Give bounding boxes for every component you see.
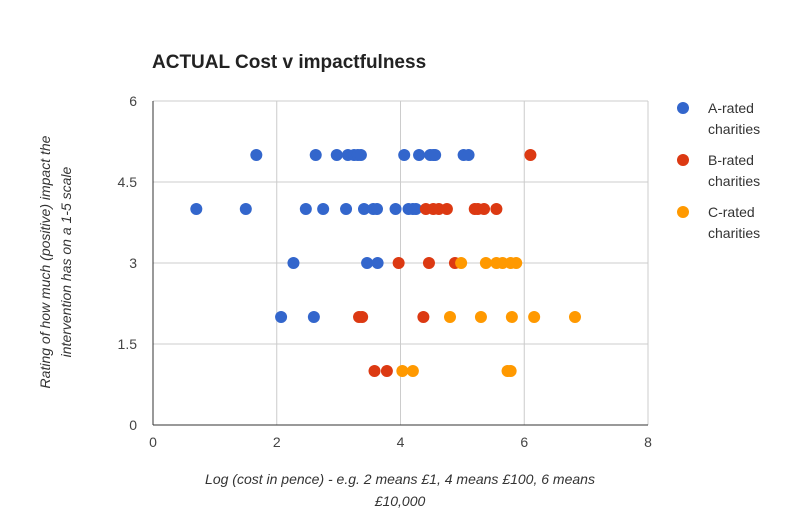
data-point-series-3	[455, 257, 468, 269]
legend-label-series-3: C-rated	[708, 204, 755, 220]
data-points	[190, 149, 581, 377]
legend-marker-series-3	[677, 206, 689, 218]
x-axis-label-line-2: £10,000	[374, 493, 426, 509]
data-point-series-3	[396, 365, 409, 377]
y-axis-label-line-2: intervention has on a 1-5 scale	[58, 166, 74, 357]
data-point-series-1	[307, 311, 320, 323]
legend-label-series-2: charities	[708, 173, 760, 189]
x-tick-label: 2	[273, 434, 281, 450]
data-point-series-2	[380, 365, 393, 377]
data-point-series-1	[389, 203, 402, 215]
data-point-series-1	[317, 203, 330, 215]
legend-label-series-2: B-rated	[708, 152, 754, 168]
data-point-series-1	[398, 149, 411, 161]
data-point-series-1	[330, 149, 343, 161]
data-point-series-1	[340, 203, 353, 215]
data-point-series-1	[361, 257, 374, 269]
legend: A-rated charities B-rated charities C-rated c…	[677, 100, 760, 241]
chart-title: ACTUAL Cost v impactfulness	[152, 52, 426, 73]
data-point-series-1	[413, 149, 426, 161]
legend-marker-series-2	[677, 154, 689, 166]
data-point-series-3	[505, 311, 518, 323]
x-tick-label: 6	[520, 434, 528, 450]
data-point-series-1	[309, 149, 322, 161]
x-tick-label: 4	[397, 434, 405, 450]
data-point-series-2	[478, 203, 491, 215]
data-point-series-3	[504, 365, 517, 377]
data-point-series-3	[479, 257, 492, 269]
y-tick-label: 1.5	[118, 336, 138, 352]
tick-labels: 0 1.5 3 4.5 6 0 2 4 6 8	[118, 93, 653, 450]
data-point-series-1	[370, 203, 383, 215]
y-tick-label: 4.5	[118, 174, 138, 190]
y-axis-label-line-1: Rating of how much (positive) impact the	[37, 135, 53, 388]
data-point-series-3	[568, 311, 581, 323]
data-point-series-3	[528, 311, 541, 323]
data-point-series-1	[354, 149, 367, 161]
legend-marker-series-1	[677, 102, 689, 114]
data-point-series-1	[371, 257, 384, 269]
legend-label-series-1: A-rated	[708, 100, 754, 116]
data-point-series-2	[524, 149, 537, 161]
y-tick-label: 3	[129, 255, 137, 271]
x-tick-label: 8	[644, 434, 652, 450]
data-point-series-3	[510, 257, 523, 269]
data-point-series-2	[490, 203, 503, 215]
data-point-series-2	[440, 203, 453, 215]
data-point-series-2	[422, 257, 435, 269]
y-tick-label: 6	[129, 93, 137, 109]
data-point-series-1	[299, 203, 312, 215]
data-point-series-2	[392, 257, 405, 269]
data-point-series-1	[409, 203, 422, 215]
legend-label-series-3: charities	[708, 225, 760, 241]
data-point-series-1	[275, 311, 288, 323]
data-point-series-3	[474, 311, 487, 323]
data-point-series-3	[406, 365, 419, 377]
data-point-series-3	[444, 311, 456, 323]
data-point-series-1	[462, 149, 475, 161]
x-tick-label: 0	[149, 434, 157, 450]
data-point-series-1	[287, 257, 300, 269]
data-point-series-1	[239, 203, 252, 215]
x-axis-label-line-1: Log (cost in pence) - e.g. 2 means £1, 4…	[205, 471, 595, 487]
data-point-series-1	[357, 203, 370, 215]
axes	[152, 101, 648, 426]
data-point-series-1	[250, 149, 263, 161]
data-point-series-1	[429, 149, 442, 161]
y-tick-label: 0	[129, 417, 137, 433]
data-point-series-2	[417, 311, 430, 323]
legend-label-series-1: charities	[708, 121, 760, 137]
data-point-series-2	[368, 365, 381, 377]
data-point-series-1	[190, 203, 203, 215]
data-point-series-2	[356, 311, 369, 323]
